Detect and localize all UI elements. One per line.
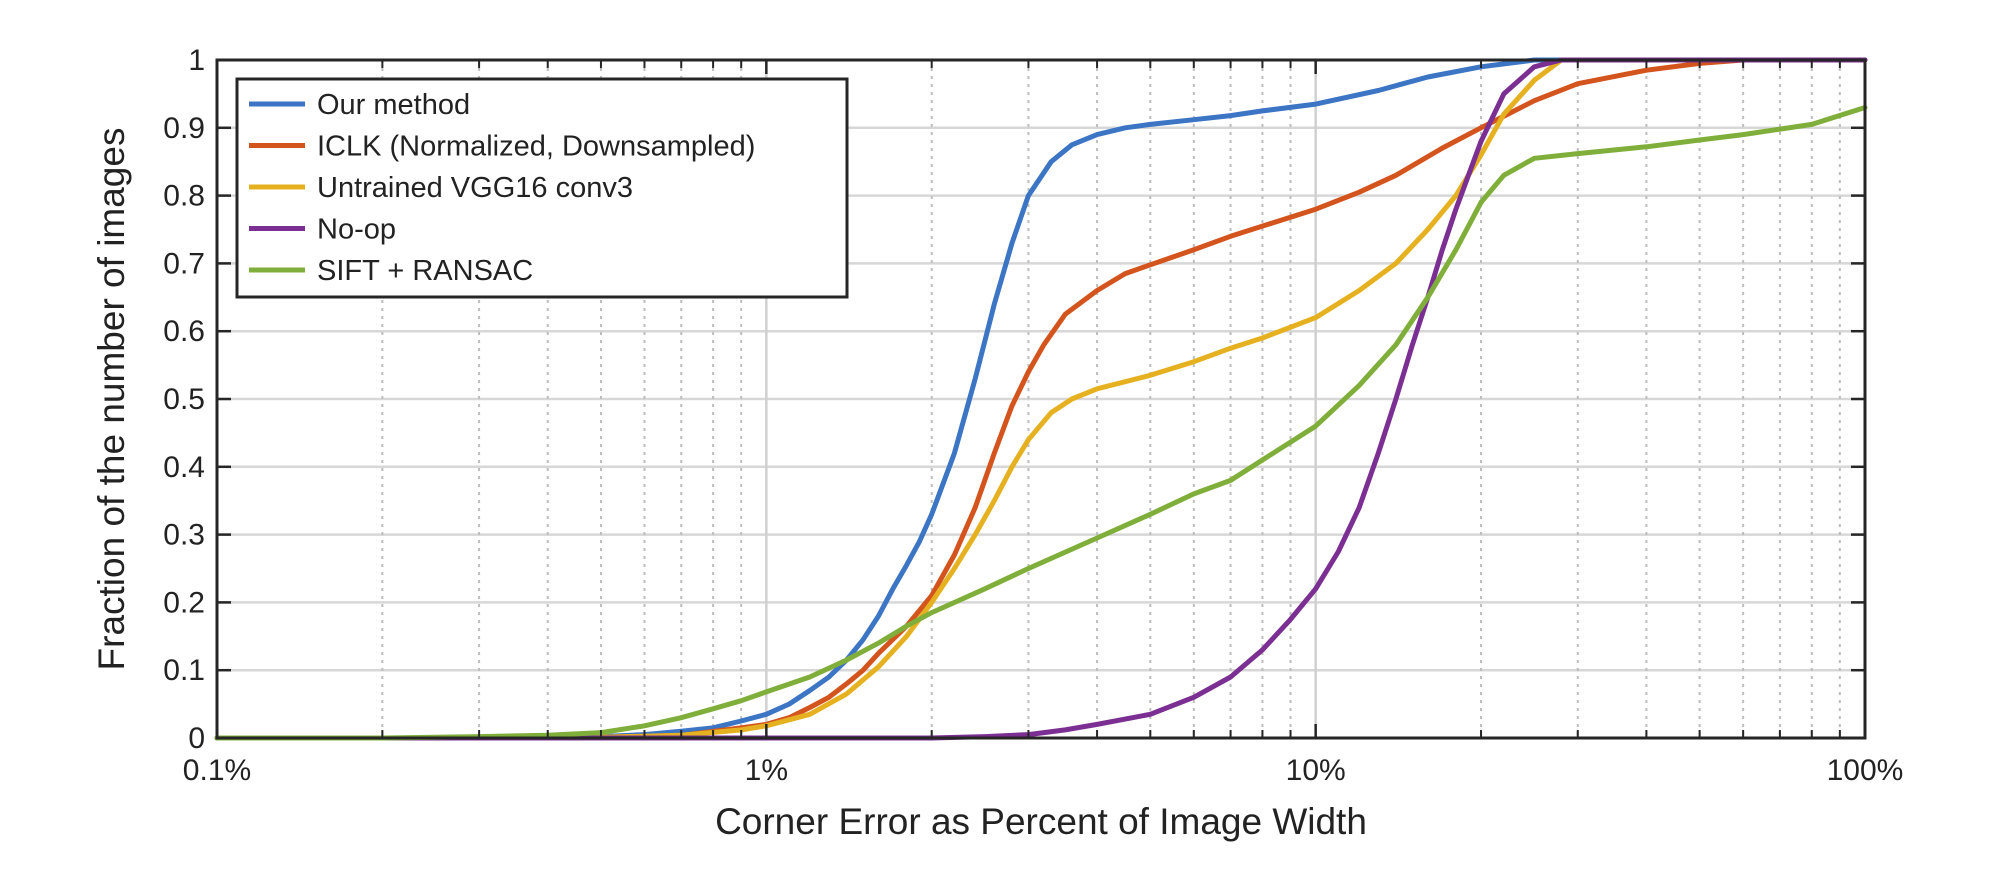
series-line-2 [214, 57, 1868, 741]
x-tick-label: 0.1% [183, 754, 251, 787]
series-line-5 [214, 105, 1868, 741]
y-tick-label: 0.9 [163, 112, 205, 145]
x-tick-label: 1% [745, 754, 788, 787]
legend-label-1: Our method [317, 89, 470, 121]
y-tick-label: 0.4 [163, 451, 205, 484]
y-tick-label: 1 [188, 44, 205, 77]
tick-labels: 0 0.1 0.2 0.3 0.4 0.5 0.6 0.7 0.8 0.9 1 0.1% 1% 10% 10… [163, 44, 1903, 787]
x-tick-label: 10% [1286, 754, 1346, 787]
y-tick-label: 0.7 [163, 247, 205, 280]
y-tick-label: 0.2 [163, 586, 205, 619]
series-line-3 [214, 57, 1868, 741]
legend-box [235, 77, 849, 299]
legend-label-3: Untrained VGG16 conv3 [317, 172, 633, 204]
y-tick-label: 0.1 [163, 654, 205, 687]
legend-label-5: SIFT + RANSAC [317, 255, 533, 287]
y-tick-label: 0 [188, 722, 205, 755]
series-line-4 [214, 57, 1868, 741]
legend: Our method ICLK (Normalized, Downsampled)… [235, 77, 849, 299]
x-tick-label: 100% [1827, 754, 1904, 787]
series-line-1 [214, 57, 1868, 741]
y-tick-label: 0.5 [163, 383, 205, 416]
legend-label-4: No-op [317, 214, 396, 246]
y-tick-label: 0.6 [163, 315, 205, 348]
y-tick-label: 0.3 [163, 519, 205, 552]
y-tick-label: 0.8 [163, 180, 205, 213]
y-axis-label: Fraction of the number of images [91, 128, 132, 671]
series-layer [214, 57, 1868, 741]
legend-label-2: ICLK (Normalized, Downsampled) [317, 131, 755, 163]
ticks [215, 58, 1867, 740]
x-axis-label: Corner Error as Percent of Image Width [715, 801, 1367, 842]
